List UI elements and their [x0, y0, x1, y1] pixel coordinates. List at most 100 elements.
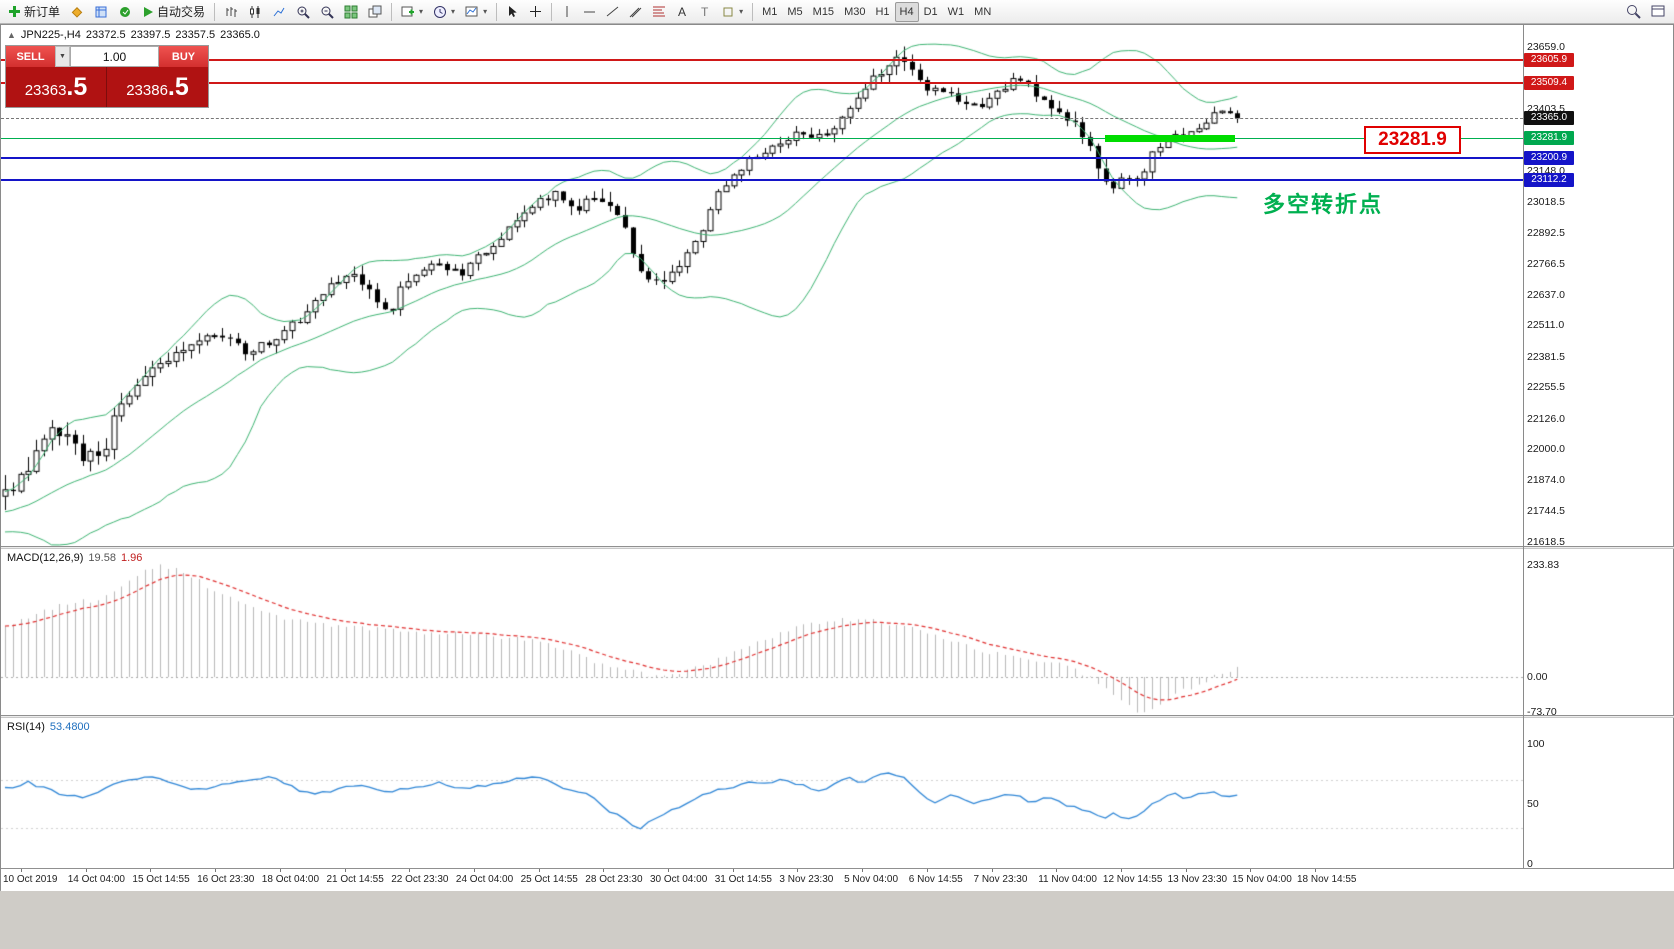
support-line-1[interactable]	[1, 157, 1523, 160]
candlestick-chart-button[interactable]	[243, 1, 267, 22]
rsi-name: RSI(14)	[7, 721, 45, 733]
buy-price-big: .5	[167, 73, 189, 101]
chart-header: ▲ JPN225-,H4 23372.5 23397.5 23357.5 233…	[7, 29, 260, 41]
time-axis[interactable]: 10 Oct 2019 14 Oct 04:00 15 Oct 14:55 16 Oc…	[1, 868, 1674, 891]
timeframe-button-w1[interactable]: W1	[947, 5, 965, 18]
time-axis-tick	[991, 869, 993, 872]
channel-button[interactable]	[624, 1, 647, 22]
periods-button[interactable]: ▾	[428, 1, 460, 22]
timeframe-button-h4[interactable]: H4	[894, 1, 919, 22]
price-axis-tick: 21618.5	[1527, 536, 1565, 548]
price-callout-box[interactable]: 23281.9	[1364, 126, 1461, 154]
time-axis-tick	[1315, 869, 1316, 872]
favorites-button[interactable]	[65, 1, 89, 22]
buy-price-button[interactable]: 23386.5	[107, 67, 208, 107]
buy-button[interactable]: BUY	[159, 46, 208, 67]
price-axis-tick: 21874.0	[1527, 474, 1565, 487]
new-order-button[interactable]: 新订单	[3, 1, 65, 22]
rsi-canvas[interactable]	[1, 718, 1523, 868]
indicators-button[interactable]: ▾	[460, 1, 492, 22]
macd-axis-tick: -73.70	[1527, 706, 1557, 719]
layout-button[interactable]	[1646, 1, 1671, 22]
auto-trading-play-icon	[142, 6, 154, 18]
timeframe-button-m1[interactable]: M1	[762, 5, 778, 18]
search-icon	[1626, 4, 1641, 19]
time-axis-label: 22 Oct 23:30	[391, 874, 449, 885]
zoom-in-button[interactable]	[291, 1, 315, 22]
sell-price-button[interactable]: 23363.5	[6, 67, 107, 107]
price-axis-tag: 23281.9	[1524, 131, 1574, 146]
time-axis-tick	[150, 869, 152, 872]
time-axis-label: 6 Nov 14:55	[908, 874, 963, 885]
time-axis-label: 25 Oct 14:55	[520, 874, 578, 885]
bar-chart-button[interactable]	[219, 1, 243, 22]
label-button[interactable]: T	[694, 1, 717, 22]
resistance-line-2[interactable]	[1, 82, 1523, 85]
timeframe-button-m5[interactable]: M5	[787, 5, 803, 18]
time-axis-tick	[215, 869, 217, 872]
price-axis-tick: 22892.5	[1527, 226, 1565, 239]
price-axis-tick: 22000.0	[1527, 443, 1565, 456]
pivot-annotation-text[interactable]: 多空转折点	[1263, 192, 1384, 217]
sell-button[interactable]: SELL	[6, 46, 55, 67]
new-chart-button[interactable]: ▾	[396, 1, 428, 22]
tile-windows-button[interactable]	[339, 1, 363, 22]
volume-dropdown-icon[interactable]: ▼	[55, 46, 70, 67]
shapes-button[interactable]: ▾	[717, 1, 748, 22]
text-button[interactable]: A	[671, 1, 694, 22]
timeframe-button-mn[interactable]: MN	[974, 5, 992, 18]
macd-canvas[interactable]	[1, 549, 1523, 715]
resistance-line-1[interactable]	[1, 58, 1523, 61]
trendline-button[interactable]	[601, 1, 624, 22]
fibonacci-button[interactable]	[647, 1, 671, 22]
timeframe-button-m15[interactable]: M15	[812, 5, 835, 18]
search-button[interactable]	[1621, 1, 1646, 22]
horizontal-line-button[interactable]	[578, 1, 601, 22]
new-order-plus-icon	[8, 5, 21, 18]
price-axis-tag: 23200.9	[1524, 151, 1574, 166]
data-window-button[interactable]	[89, 1, 113, 22]
time-axis-tick	[668, 869, 669, 872]
label-icon: T	[699, 5, 712, 18]
volume-input[interactable]: 1.00	[70, 46, 159, 67]
line-chart-button[interactable]	[267, 1, 291, 22]
time-axis-tick	[1120, 869, 1122, 872]
diamond-icon	[70, 5, 84, 19]
time-axis-tick	[1185, 869, 1187, 872]
cursor-button[interactable]	[501, 1, 524, 22]
timeframe-button-h1[interactable]: H1	[875, 5, 890, 18]
current-price-line[interactable]	[1, 117, 1523, 119]
vertical-line-icon	[561, 5, 573, 18]
new-chart-icon	[401, 5, 415, 19]
pane-separator[interactable]	[1, 546, 1674, 549]
auto-trading-button[interactable]: 自动交易	[137, 1, 210, 22]
cascade-windows-button[interactable]	[363, 1, 387, 22]
navigator-icon	[118, 5, 132, 19]
vertical-line-button[interactable]	[556, 1, 578, 22]
ohlc-low: 23357.5	[175, 29, 216, 41]
price-axis-tag: 23605.9	[1524, 52, 1574, 67]
pane-separator[interactable]	[1, 715, 1674, 718]
time-axis-label: 15 Oct 14:55	[132, 874, 190, 885]
macd-value: 19.58	[88, 552, 116, 564]
cascade-windows-icon	[368, 5, 382, 19]
time-axis-label: 10 Oct 2019	[3, 874, 58, 885]
pivot-line[interactable]	[1, 137, 1523, 139]
time-axis-tick	[473, 869, 475, 872]
navigator-button[interactable]	[113, 1, 137, 22]
time-axis-label: 28 Oct 23:30	[585, 874, 643, 885]
pivot-highlight-segment[interactable]	[1105, 134, 1235, 142]
crosshair-button[interactable]	[524, 1, 547, 22]
support-line-2[interactable]	[1, 178, 1523, 181]
price-axis-tick: 21744.5	[1527, 505, 1565, 518]
zoom-out-button[interactable]	[315, 1, 339, 22]
toolbar: 新订单 自动交易	[0, 0, 1674, 24]
time-axis-tick	[1056, 869, 1058, 872]
timeframe-button-d1[interactable]: D1	[923, 5, 938, 18]
rsi-axis-tick: 100	[1527, 738, 1545, 750]
main-chart-canvas[interactable]	[1, 25, 1523, 546]
chart-window: ▲ JPN225-,H4 23372.5 23397.5 23357.5 233…	[0, 24, 1674, 891]
timeframe-button-m30[interactable]: M30	[844, 5, 866, 18]
rsi-pane-label: RSI(14) 53.4800	[7, 721, 90, 733]
one-click-collapse-icon[interactable]: ▲	[7, 30, 16, 40]
